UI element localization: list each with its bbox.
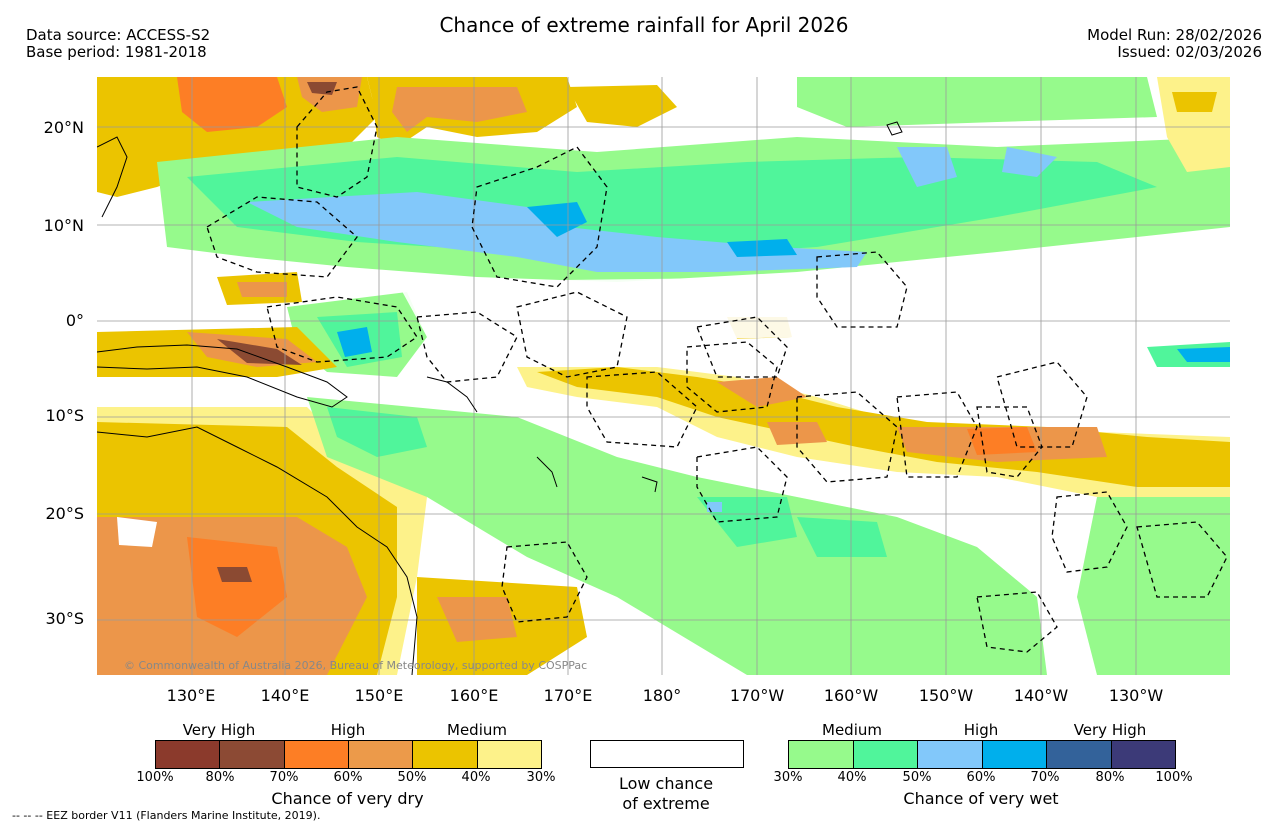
lon-label-170w: 170°W xyxy=(729,686,785,705)
dry-swatch-40-50 xyxy=(413,741,478,768)
dry-swatch-50-60 xyxy=(348,741,414,768)
data-source-block: Data source: ACCESS-S2 Base period: 1981… xyxy=(26,27,210,61)
dry-category-medium: Medium xyxy=(447,721,507,739)
lon-label-140w: 140°W xyxy=(1013,686,1069,705)
lon-label-160w: 160°W xyxy=(823,686,879,705)
wet-tick-30: 30% xyxy=(773,770,803,785)
low-chance-line1: Low chance xyxy=(618,774,714,793)
map-canvas xyxy=(97,77,1230,675)
wet-tick-40: 40% xyxy=(837,770,867,785)
dry-tick-50: 50% xyxy=(397,770,427,785)
issued-text: Issued: 02/03/2026 xyxy=(1117,43,1262,61)
lat-label-0: 0° xyxy=(65,311,84,330)
wet-swatch-60-70 xyxy=(982,741,1047,768)
wet-swatch-70-80 xyxy=(1047,741,1112,768)
dry-legend-title: Chance of very dry xyxy=(271,789,424,808)
wet-region-south-east xyxy=(1077,342,1230,675)
dry-colorbar xyxy=(155,740,542,769)
lat-label-20s: 20°S xyxy=(45,504,84,523)
wet-category-medium: Medium xyxy=(822,721,882,739)
dry-region-australia xyxy=(97,407,427,675)
low-chance-swatch xyxy=(590,740,744,768)
coastlines xyxy=(97,121,903,675)
eez-borders xyxy=(206,86,1228,653)
dry-tick-60: 60% xyxy=(333,770,363,785)
rainfall-map xyxy=(97,77,1230,675)
dry-swatch-60-70 xyxy=(284,741,349,768)
wet-tick-50: 50% xyxy=(902,770,932,785)
wet-tick-100: 100% xyxy=(1155,770,1193,785)
dry-category-high: High xyxy=(330,721,366,739)
lat-label-30s: 30°S xyxy=(45,609,84,628)
dry-category-very-high: Very High xyxy=(182,721,256,739)
eez-border-note: -- -- -- EEZ border V11 (Flanders Marine… xyxy=(12,809,321,822)
lon-label-150e: 150°E xyxy=(354,686,404,705)
lon-label-160e: 160°E xyxy=(449,686,499,705)
dry-swatch-70-80 xyxy=(220,741,285,768)
lon-label-180: 180° xyxy=(642,686,682,705)
wet-swatch-50-60 xyxy=(918,741,983,768)
lon-label-170e: 170°E xyxy=(543,686,593,705)
dry-swatch-80-100 xyxy=(156,741,221,768)
dry-tick-100: 100% xyxy=(136,770,174,785)
low-chance-label: Low chance of extreme xyxy=(580,774,752,814)
lat-label-10n: 10°N xyxy=(43,216,84,235)
lon-label-130w: 130°W xyxy=(1108,686,1164,705)
copyright-text: © Commonwealth of Australia 2026, Bureau… xyxy=(124,659,588,672)
lat-label-10s: 10°S xyxy=(45,406,84,425)
wet-band-spcz xyxy=(307,397,1047,675)
grid-lines xyxy=(97,77,1230,675)
dry-region-new-guinea xyxy=(97,272,337,377)
lat-label-20n: 20°N xyxy=(43,118,84,137)
dry-region-tasman xyxy=(417,577,587,675)
dry-region-north-east xyxy=(1157,77,1230,172)
model-run-text: Model Run: 28/02/2026 xyxy=(1087,26,1262,44)
dry-region-north-west xyxy=(97,77,677,197)
wet-colorbar xyxy=(788,740,1176,769)
lon-label-150w: 150°W xyxy=(918,686,974,705)
wet-tick-80: 80% xyxy=(1095,770,1125,785)
wet-band-north xyxy=(157,77,1230,282)
lon-label-140e: 140°E xyxy=(260,686,310,705)
wet-category-very-high: Very High xyxy=(1073,721,1147,739)
wet-swatch-30-40 xyxy=(789,741,854,768)
wet-swatch-40-50 xyxy=(853,741,918,768)
model-run-block: Model Run: 28/02/2026 Issued: 02/03/2026 xyxy=(1087,27,1262,61)
dry-swatch-30-40 xyxy=(477,741,541,768)
low-chance-line2: of extreme xyxy=(622,794,710,813)
data-source-text: Data source: ACCESS-S2 xyxy=(26,26,211,44)
lon-label-130e: 130°E xyxy=(166,686,216,705)
map-title: Chance of extreme rainfall for April 202… xyxy=(439,13,849,37)
wet-legend-title: Chance of very wet xyxy=(903,789,1059,808)
wet-category-high: High xyxy=(963,721,999,739)
dry-tick-80: 80% xyxy=(205,770,235,785)
wet-tick-70: 70% xyxy=(1030,770,1060,785)
dry-tick-40: 40% xyxy=(461,770,491,785)
dry-tick-30: 30% xyxy=(526,770,556,785)
dry-tick-70: 70% xyxy=(269,770,299,785)
wet-swatch-80-100 xyxy=(1111,741,1175,768)
base-period-text: Base period: 1981-2018 xyxy=(26,43,207,61)
wet-tick-60: 60% xyxy=(966,770,996,785)
